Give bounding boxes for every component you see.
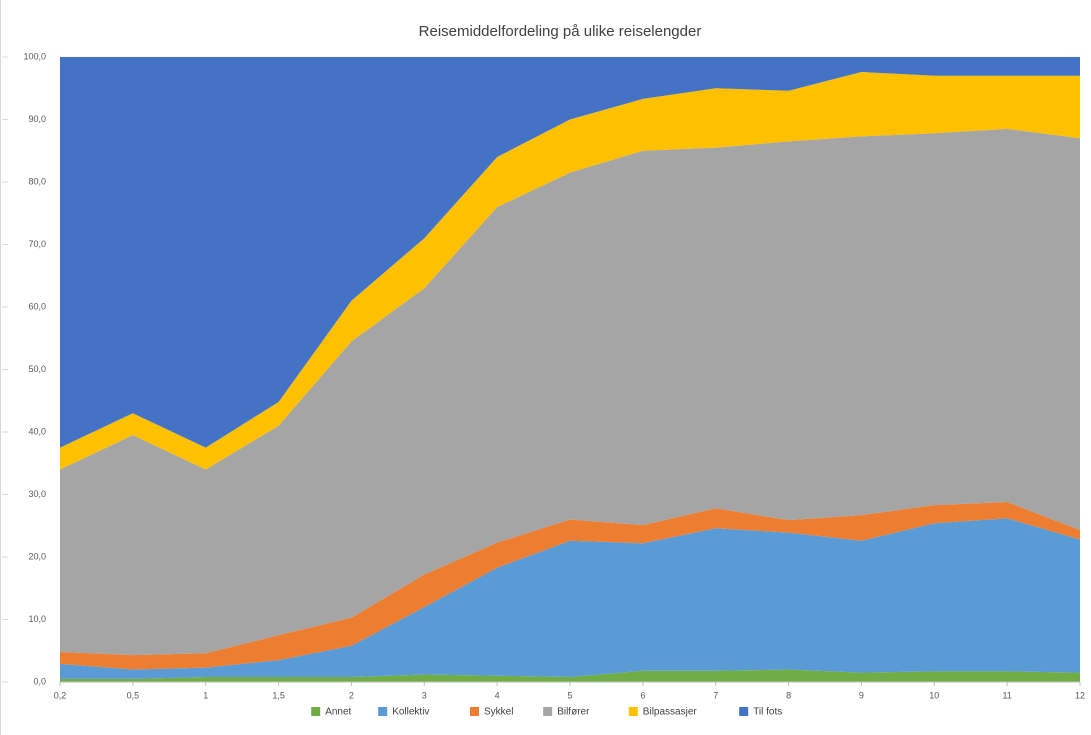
legend-label: Annet	[325, 707, 351, 718]
area	[60, 502, 1080, 670]
area	[60, 72, 1080, 470]
x-tick-label: 2	[349, 690, 354, 700]
legend-swatch	[311, 707, 321, 716]
y-tick-label: 60,0	[28, 301, 46, 311]
legend-swatch	[739, 707, 749, 716]
y-tick-label: 70,0	[28, 239, 46, 249]
y-tick-label: 80,0	[28, 176, 46, 186]
y-tick-label: 50,0	[28, 364, 46, 374]
x-tick-label: 4	[495, 690, 500, 700]
chart-title: Reisemiddelfordeling på ulike reiselengd…	[419, 23, 702, 40]
x-tick-label: 11	[1002, 690, 1011, 700]
legend-swatch	[628, 707, 638, 716]
x-tick-label: 12	[1075, 690, 1085, 700]
legend-swatch	[378, 707, 388, 716]
x-tick-label: 1,5	[272, 690, 285, 700]
x-tick-label: 0,5	[127, 690, 140, 700]
x-tick-label: 6	[640, 690, 645, 700]
x-tick-label: 10	[929, 690, 939, 700]
legend-label: Bilpassasjer	[643, 707, 698, 718]
y-tick-label: 10,0	[28, 614, 46, 624]
legend-label: Kollektiv	[392, 707, 429, 718]
area	[60, 57, 1080, 448]
x-tick-label: 9	[859, 690, 864, 700]
y-tick-label: 30,0	[28, 489, 46, 499]
legend-label: Sykkel	[484, 707, 513, 718]
area	[60, 128, 1080, 656]
y-tick-label: 90,0	[28, 114, 46, 124]
y-tick-label: 40,0	[28, 426, 46, 436]
y-tick-label: 100,0	[23, 51, 46, 61]
area	[60, 669, 1080, 682]
legend-swatch	[543, 707, 553, 716]
x-tick-label: 0,2	[54, 690, 67, 700]
x-tick-label: 8	[786, 690, 791, 700]
x-tick-label: 5	[567, 690, 572, 700]
y-tick-label: 20,0	[28, 551, 46, 561]
x-tick-label: 1	[203, 690, 208, 700]
x-tick-label: 3	[422, 690, 427, 700]
legend-label: Bilfører	[557, 707, 590, 718]
legend-label: Til fots	[753, 707, 782, 718]
x-tick-label: 7	[713, 690, 718, 700]
legend-swatch	[470, 707, 479, 716]
y-tick-label: 0,0	[33, 676, 46, 686]
area	[60, 518, 1080, 679]
